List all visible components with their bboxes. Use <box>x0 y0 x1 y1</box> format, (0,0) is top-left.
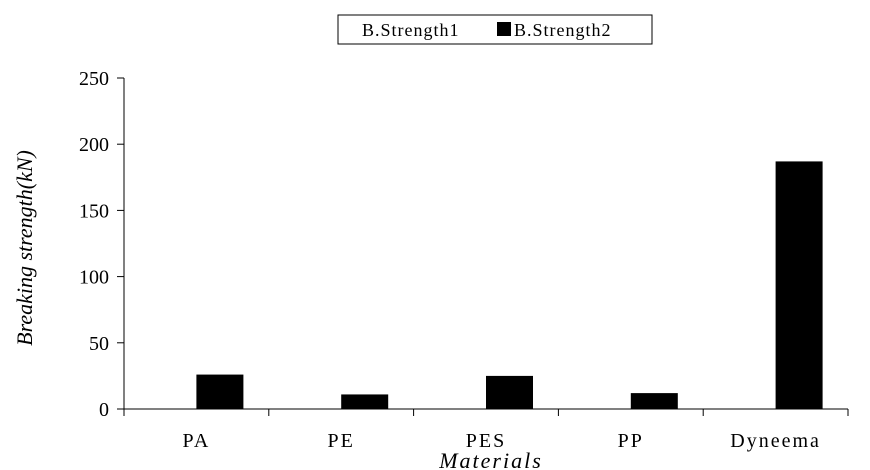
x-axis-labels: PA PE PES PP Dyneema <box>183 430 821 452</box>
y-tick-label: 50 <box>89 333 109 355</box>
legend-swatch-series-2 <box>497 22 511 36</box>
legend-box <box>337 14 653 45</box>
bar-series-2-pp <box>630 393 678 409</box>
bar-series-2-pe <box>341 394 389 409</box>
legend-label-series-2: B.Strength2 <box>514 20 612 40</box>
x-axis-category-ticks <box>123 409 849 416</box>
legend-label-series-1: B.Strength1 <box>362 20 460 40</box>
x-category-label: PES <box>466 430 506 452</box>
y-axis-ticks: 0 50 100 150 200 250 <box>79 68 124 421</box>
bar-series-2-pa <box>196 374 244 409</box>
y-tick-label: 0 <box>99 399 109 421</box>
legend: B.Strength1 B.Strength2 <box>337 14 653 45</box>
x-category-label: PA <box>183 430 211 452</box>
y-tick-label: 200 <box>79 134 109 156</box>
bars <box>196 161 823 409</box>
bar-series-2-dyneema <box>775 161 823 409</box>
x-category-label: PE <box>328 430 355 452</box>
y-axis-title: Breaking strength(kN) <box>12 150 37 346</box>
x-category-label: Dyneema <box>730 430 821 452</box>
y-tick-label: 150 <box>79 200 109 222</box>
y-tick-label: 100 <box>79 267 109 289</box>
y-tick-label: 250 <box>79 68 109 90</box>
x-category-label: PP <box>618 430 644 452</box>
bar-series-2-pes <box>486 375 533 409</box>
x-axis-title: Materials <box>438 448 543 470</box>
